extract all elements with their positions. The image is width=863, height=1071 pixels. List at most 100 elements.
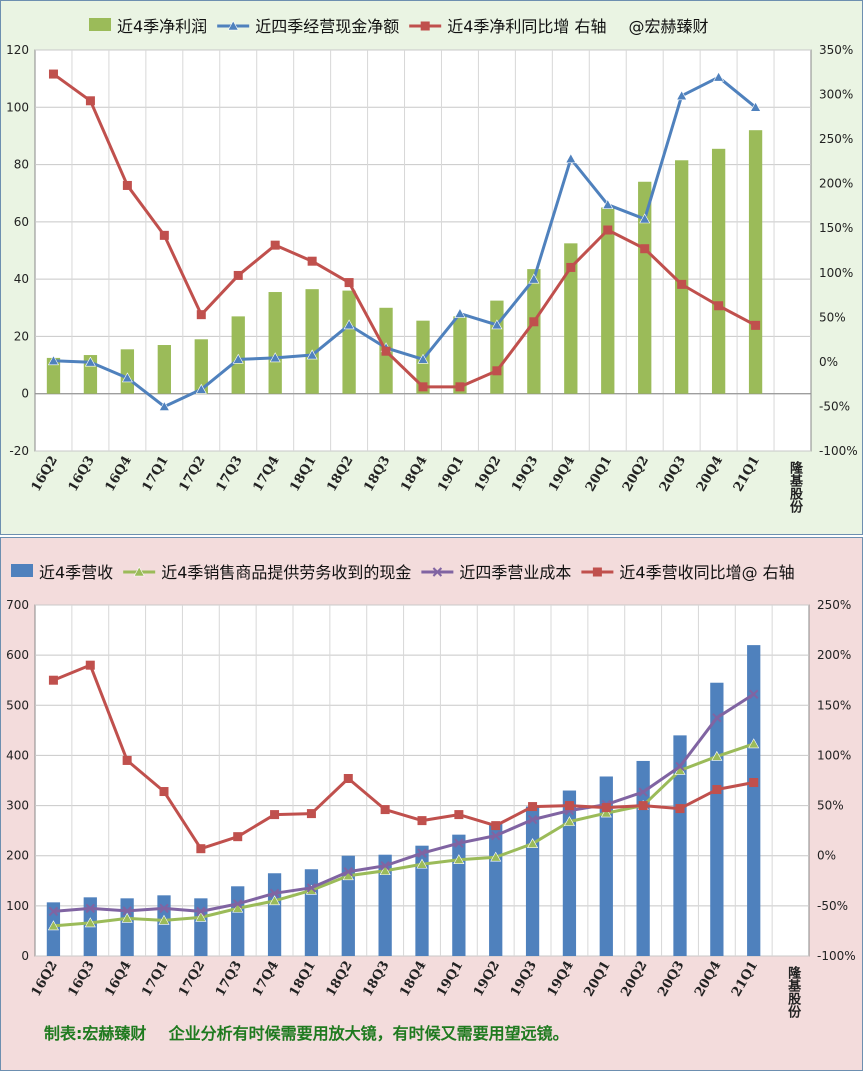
bottom-ytick-right: 100% — [817, 748, 851, 762]
top-bar — [194, 339, 208, 394]
top-ytick-right: -50% — [819, 399, 850, 413]
bottom-point — [417, 816, 427, 826]
top-bar — [120, 349, 135, 394]
bottom-point — [159, 903, 169, 914]
top-ytick-right: 300% — [819, 88, 853, 102]
top-point — [492, 366, 502, 376]
bottom-ytick-left: 200 — [6, 849, 29, 863]
top-ytick-right: 200% — [819, 177, 853, 191]
bottom-xtick: 19Q3 — [508, 959, 540, 1000]
bottom-legend-marker-b — [432, 567, 443, 577]
bottom-bar — [157, 895, 171, 956]
bottom-point — [343, 867, 353, 877]
bottom-point-b — [675, 761, 685, 772]
top-point — [528, 273, 540, 284]
top-point — [232, 353, 244, 364]
bottom-point-b — [269, 888, 280, 899]
bottom-point — [85, 660, 95, 670]
top-point — [122, 180, 132, 190]
bottom-ytick-left: 700 — [6, 598, 29, 612]
top-xtick: 16Q2 — [29, 454, 61, 495]
top-point — [713, 71, 725, 82]
top-point — [159, 230, 169, 240]
bottom-xtick: 19Q1 — [434, 959, 466, 1000]
bottom-ytick-left: 300 — [6, 799, 29, 813]
top-legend-label: 近四季经营现金净额 — [255, 17, 399, 36]
bottom-point — [196, 844, 206, 854]
top-point — [714, 301, 724, 311]
bottom-xtick: 19Q4 — [545, 959, 577, 1000]
top-point — [418, 382, 428, 392]
top-point — [529, 317, 539, 327]
bottom-point — [195, 911, 207, 922]
bottom-point — [380, 861, 390, 871]
bottom-point-b — [527, 814, 538, 825]
bottom-xtick: 18Q3 — [360, 959, 392, 1000]
bottom-point — [712, 785, 722, 795]
bottom-point-b — [343, 867, 353, 877]
top-point — [603, 225, 613, 235]
bottom-ytick-right: 150% — [817, 698, 851, 712]
top-point — [158, 400, 170, 411]
top-xtick: 19Q2 — [472, 454, 504, 495]
top-ytick-left: 100 — [6, 100, 29, 114]
bottom-ytick-left: 0 — [21, 949, 29, 963]
bottom-ytick-left: 100 — [6, 899, 29, 913]
bottom-legend-label: 近四季营业成本 — [459, 563, 571, 582]
top-ytick-left: 60 — [14, 215, 29, 229]
bottom-bar — [562, 790, 577, 956]
bottom-point — [563, 815, 575, 826]
bottom-point — [48, 675, 58, 685]
bottom-series-line-1 — [53, 692, 755, 913]
bottom-ytick-right: 50% — [817, 799, 844, 813]
top-ytick-right: -100% — [819, 444, 858, 458]
top-xtick: 17Q1 — [140, 454, 172, 495]
top-company-label: 隆基股份 — [787, 460, 804, 514]
bottom-point — [638, 787, 648, 797]
bottom-xtick: 20Q4 — [692, 959, 724, 1000]
top-xtick: 16Q3 — [66, 454, 98, 495]
top-ytick-left: -20 — [9, 444, 29, 458]
bottom-legend-label: 近4季营收同比增@ 右轴 — [619, 563, 794, 582]
top-point — [85, 96, 95, 106]
top-point — [84, 356, 96, 367]
top-xtick: 19Q1 — [435, 454, 467, 495]
top-point — [121, 372, 133, 383]
bottom-xtick: 16Q2 — [29, 959, 61, 1000]
top-xtick: 17Q2 — [177, 454, 209, 495]
bottom-xtick: 21Q1 — [729, 959, 761, 1000]
top-chart: -20 0 20 40 60 80 100 120 -100% -50% 0% 50% 100% 150%… — [6, 17, 858, 514]
bottom-point — [453, 854, 465, 865]
bottom-point — [527, 838, 539, 848]
top-bar — [675, 160, 689, 394]
top-legend-marker — [420, 21, 430, 31]
bottom-point-b — [380, 861, 390, 871]
top-bar — [711, 148, 726, 394]
bottom-xtick: 20Q3 — [655, 959, 687, 1000]
bottom-ytick-right: 0% — [817, 849, 836, 863]
top-ytick-left: 40 — [14, 272, 29, 286]
bottom-xtick: 18Q4 — [397, 959, 429, 1000]
bottom-point — [601, 803, 611, 813]
top-bar — [527, 269, 541, 394]
top-series-line-1 — [52, 72, 757, 389]
top-chart-panel: -20 0 20 40 60 80 100 120 -100% -50% 0% 50% 100% 150%… — [0, 0, 863, 535]
bottom-series-line-2 — [52, 663, 754, 851]
bottom-point — [159, 787, 169, 797]
top-point — [195, 383, 207, 394]
bottom-point — [491, 830, 501, 841]
bottom-point-b — [196, 906, 206, 917]
top-point — [270, 240, 280, 250]
top-point — [602, 199, 614, 209]
top-point — [750, 101, 762, 112]
bottom-point — [158, 914, 170, 925]
top-bar — [748, 130, 763, 394]
bottom-point-b — [638, 787, 648, 797]
bottom-bar — [267, 873, 282, 956]
bottom-xtick: 20Q1 — [582, 959, 614, 1000]
top-ytick-right: 0% — [819, 355, 838, 369]
bottom-bar — [452, 834, 466, 956]
bottom-point — [675, 804, 685, 814]
bottom-point — [564, 801, 574, 811]
bottom-point — [85, 903, 95, 914]
